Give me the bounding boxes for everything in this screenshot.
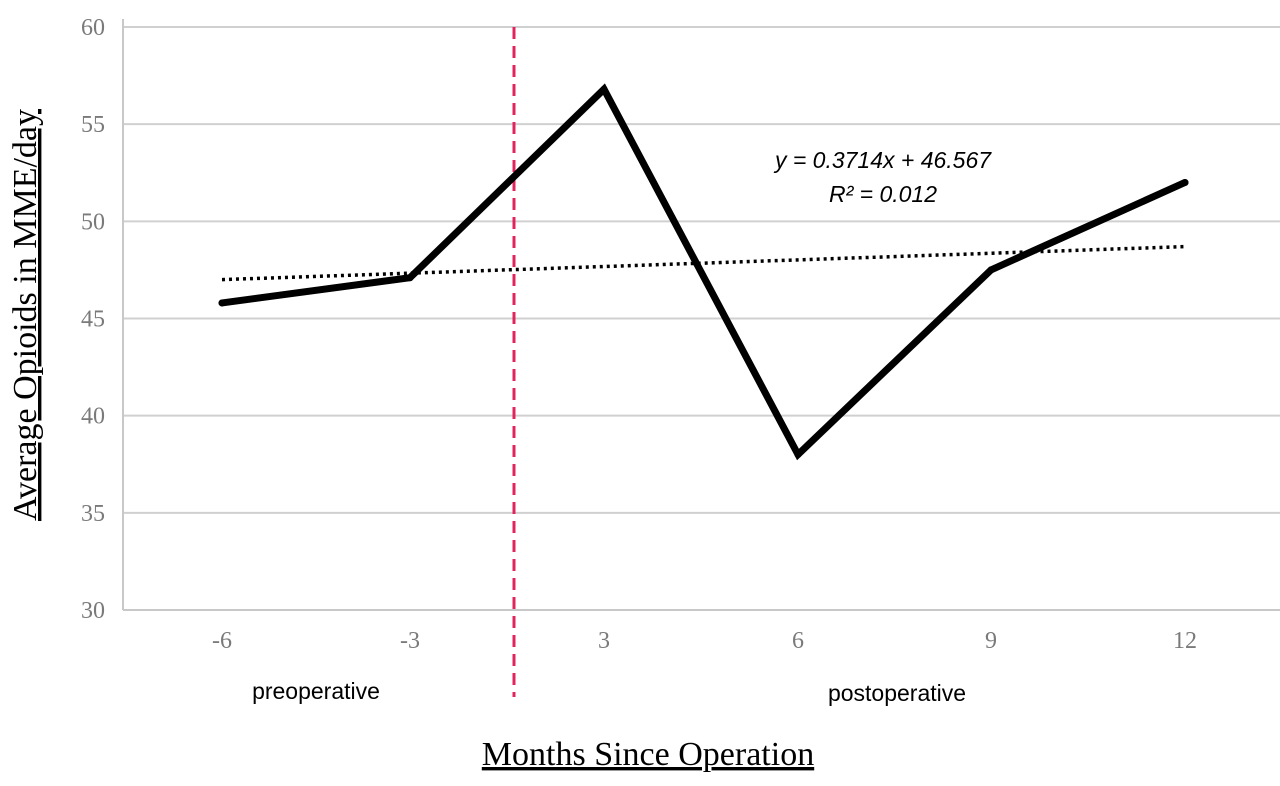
x-tick-label: 6 bbox=[792, 628, 804, 654]
x-tick-label: 12 bbox=[1173, 628, 1197, 654]
postoperative-label: postoperative bbox=[828, 680, 966, 706]
r-squared-label: R² = 0.012 bbox=[829, 181, 937, 207]
data-point-6 bbox=[794, 451, 802, 459]
y-tick-label: 45 bbox=[81, 307, 105, 333]
y-tick-label: 55 bbox=[81, 112, 105, 138]
y-tick-labels: 30 35 40 45 50 55 60 bbox=[81, 15, 105, 624]
x-tick-label: -3 bbox=[400, 628, 420, 654]
y-tick-label: 60 bbox=[81, 15, 105, 41]
data-point-12 bbox=[1181, 178, 1189, 186]
data-points bbox=[218, 85, 1189, 459]
data-point-3 bbox=[600, 85, 608, 93]
trendline-equation: y = 0.3714x + 46.567 bbox=[773, 147, 992, 173]
data-point--6 bbox=[218, 299, 226, 307]
preoperative-label: preoperative bbox=[252, 678, 380, 704]
y-tick-label: 40 bbox=[81, 404, 105, 430]
data-point--3 bbox=[406, 274, 414, 282]
data-point-9 bbox=[987, 266, 995, 274]
gridlines bbox=[123, 26, 1280, 514]
x-tick-label: 3 bbox=[598, 628, 610, 654]
x-tick-label: -6 bbox=[212, 628, 232, 654]
x-axis-title: Months Since Operation bbox=[482, 736, 814, 773]
x-tick-label: 9 bbox=[985, 628, 997, 654]
y-axis-title: Average Opioids in MME/day bbox=[7, 109, 44, 521]
y-tick-label: 30 bbox=[81, 598, 105, 624]
y-tick-label: 50 bbox=[81, 209, 105, 235]
series-line bbox=[218, 83, 1189, 461]
x-tick-labels: -6 -3 3 6 9 12 bbox=[212, 628, 1197, 654]
y-tick-label: 35 bbox=[81, 501, 105, 527]
